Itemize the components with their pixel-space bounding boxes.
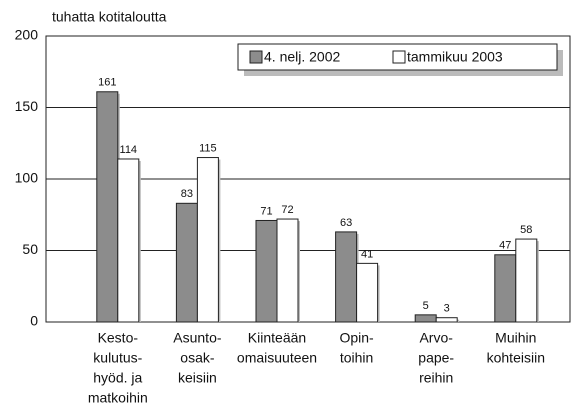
x-tick-label: matkoihin [88,390,148,406]
data-label: 83 [181,188,193,200]
x-tick-label: Asunto- [173,330,222,346]
x-tick-label: Muihin [495,330,536,346]
data-label: 63 [340,217,352,229]
x-tick-label: reihin [419,370,453,386]
data-label: 161 [98,77,116,89]
y-tick-label: 50 [22,241,38,257]
data-label: 41 [361,248,373,260]
x-tick-label: Kiinteään [248,330,306,346]
x-tick-label: omaisuuteen [237,350,317,366]
y-tick-label: 0 [30,313,38,329]
x-tick-label: osak- [180,350,215,366]
legend-label: tammikuu 2003 [407,49,503,65]
data-label: 47 [499,240,511,252]
bar [117,158,140,323]
bar [414,314,437,323]
x-tick-label: Arvo- [419,330,453,346]
data-label: 114 [120,144,138,156]
bar [276,218,299,323]
legend-label: 4. nelj. 2002 [264,49,340,65]
x-tick-label: Kesto- [98,330,139,346]
x-tick-label: Opin- [339,330,374,346]
bar [494,254,517,323]
bar [196,157,219,323]
y-tick-label: 200 [15,27,39,43]
bar [96,91,119,323]
y-tick-label: 150 [15,98,39,114]
bar [356,262,379,323]
bar [515,238,538,323]
legend-swatch [249,50,263,64]
bar [255,219,278,323]
bar [335,231,358,323]
x-tick-label: keisiin [178,370,217,386]
legend-swatch [392,50,406,64]
x-tick-label: hyöd. ja [93,370,142,386]
data-label: 71 [260,205,272,217]
x-tick-label: kohteisiin [487,350,545,366]
y-axis-label: tuhatta kotitaloutta [52,9,167,25]
y-tick-label: 100 [15,170,39,186]
data-label: 5 [423,300,429,312]
x-tick-label: kulutus- [93,350,142,366]
data-label: 115 [199,142,217,154]
x-tick-label: toihin [340,350,373,366]
data-label: 3 [444,303,450,315]
bar [175,202,198,323]
data-label: 58 [520,224,532,236]
x-tick-label: pape- [418,350,454,366]
bar [435,317,458,323]
data-label: 72 [281,204,293,216]
